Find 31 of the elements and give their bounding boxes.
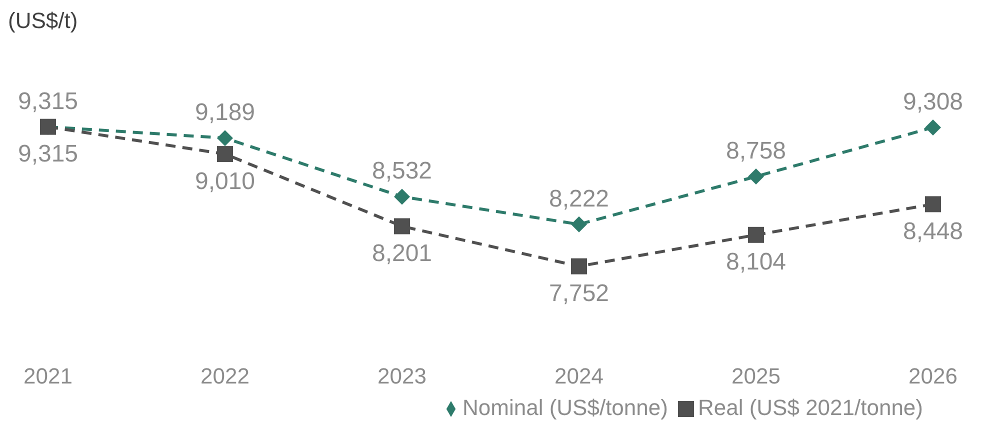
legend-label: Real (US$ 2021/tonne) [698, 395, 923, 420]
legend-label: Nominal (US$/tonne) [462, 395, 668, 420]
point [925, 196, 941, 212]
point [217, 146, 233, 162]
point [748, 226, 764, 243]
point [217, 130, 233, 146]
point [394, 218, 410, 234]
data-label: 8,201 [372, 240, 432, 268]
x-tick-label: 2023 [378, 364, 426, 389]
x-tick-label: 2024 [554, 364, 604, 389]
data-label: 8,532 [372, 158, 432, 185]
data-label: 9,315 [18, 140, 78, 168]
data-label: 8,104 [726, 248, 786, 276]
point [571, 216, 587, 232]
data-label: 8,222 [548, 185, 610, 212]
data-label: 9,189 [194, 99, 256, 126]
data-label: 9,315 [18, 88, 78, 115]
data-label: 8,758 [726, 138, 786, 165]
x-tick-label: 2022 [200, 364, 250, 389]
point [394, 188, 410, 205]
x-tick-label: 2025 [732, 364, 780, 389]
data-label: 8,448 [902, 218, 964, 245]
chart-title: (US$/t) [8, 8, 78, 34]
x-tick-label: 2021 [24, 364, 72, 389]
point [571, 258, 587, 274]
data-label: 9,010 [194, 168, 256, 195]
point [748, 168, 764, 185]
data-label: 9,308 [902, 88, 964, 116]
point [925, 119, 941, 136]
data-label: 7,752 [548, 280, 610, 308]
x-tick-label: 2026 [908, 364, 958, 389]
